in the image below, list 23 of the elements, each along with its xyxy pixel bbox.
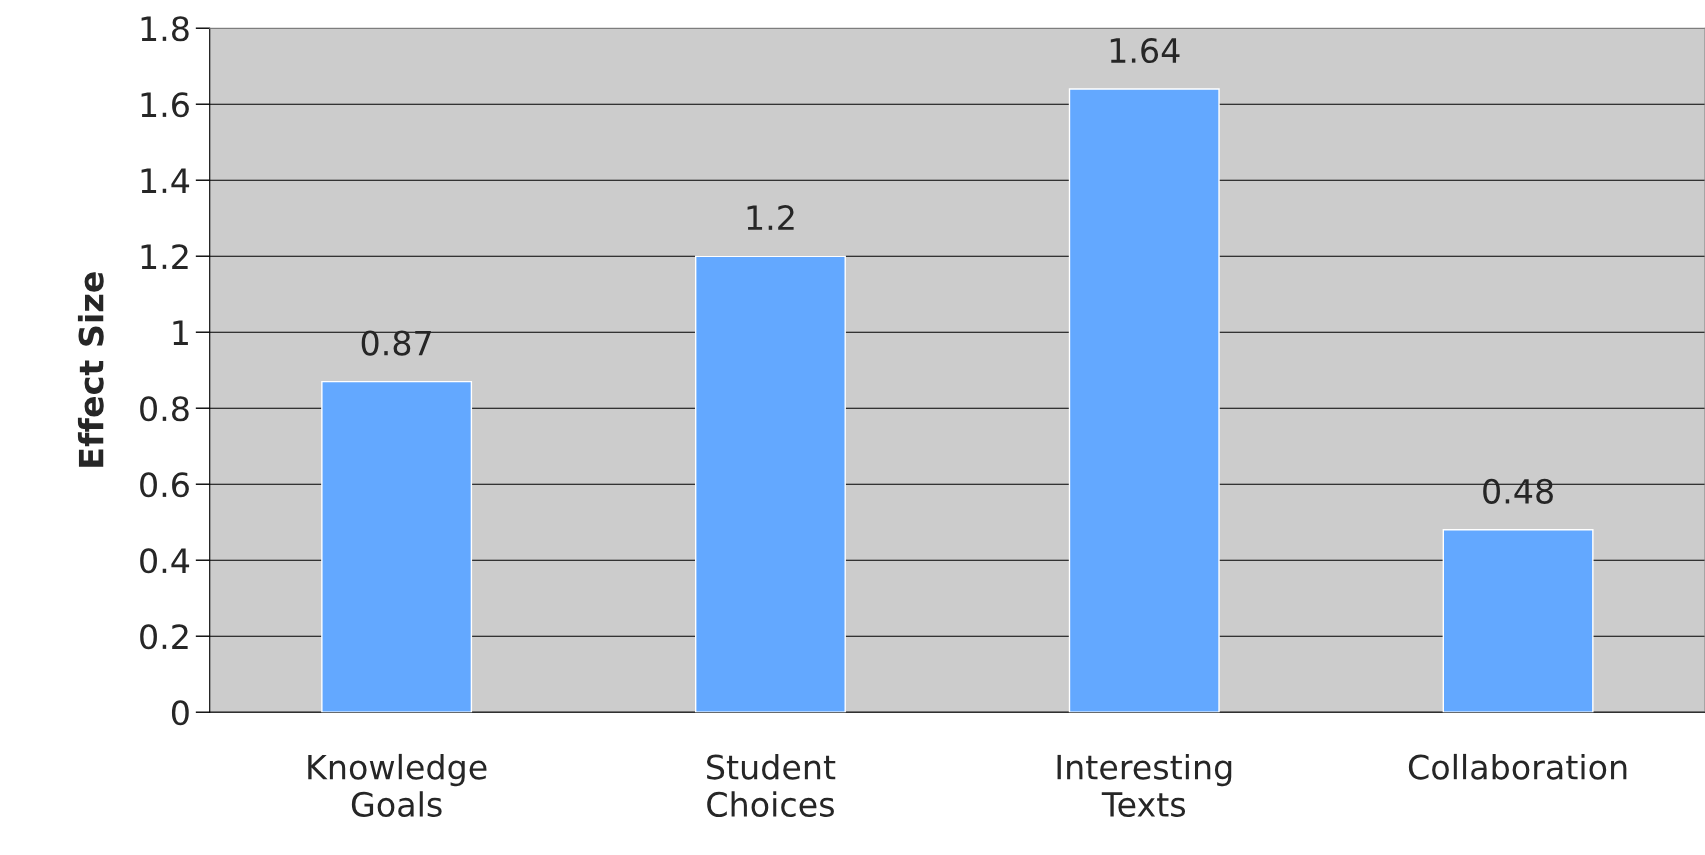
bar (1068, 88, 1220, 713)
y-tick-label: 0.4 (140, 548, 190, 574)
y-tick-label: 1.8 (141, 16, 189, 42)
y-tick-label: 1.4 (141, 168, 190, 193)
bar (321, 380, 473, 713)
y-tick-label: 1.6 (141, 92, 189, 118)
data-label: 1.2 (747, 205, 794, 230)
y-axis-title: Effect Size (77, 272, 104, 467)
y-tick-label: 1.2 (141, 244, 188, 269)
x-tick-label: Collaboration (1408, 753, 1627, 780)
y-tick-label: 1 (173, 320, 188, 345)
data-label: 1.64 (1110, 37, 1180, 64)
x-tick-label: Interesting Texts (1057, 753, 1232, 818)
data-label: 0.87 (361, 330, 431, 356)
bar (694, 255, 846, 713)
y-tick-label: 0 (171, 700, 189, 726)
bar (1442, 529, 1594, 713)
x-tick-label: Knowledge Goals (308, 753, 487, 818)
data-label: 0.48 (1483, 478, 1553, 504)
y-tick-label: 0.2 (140, 624, 188, 650)
y-tick-label: 0.6 (140, 472, 189, 498)
y-tick-label: 0.8 (140, 396, 189, 422)
x-tick-label: Student Choices (707, 753, 836, 818)
